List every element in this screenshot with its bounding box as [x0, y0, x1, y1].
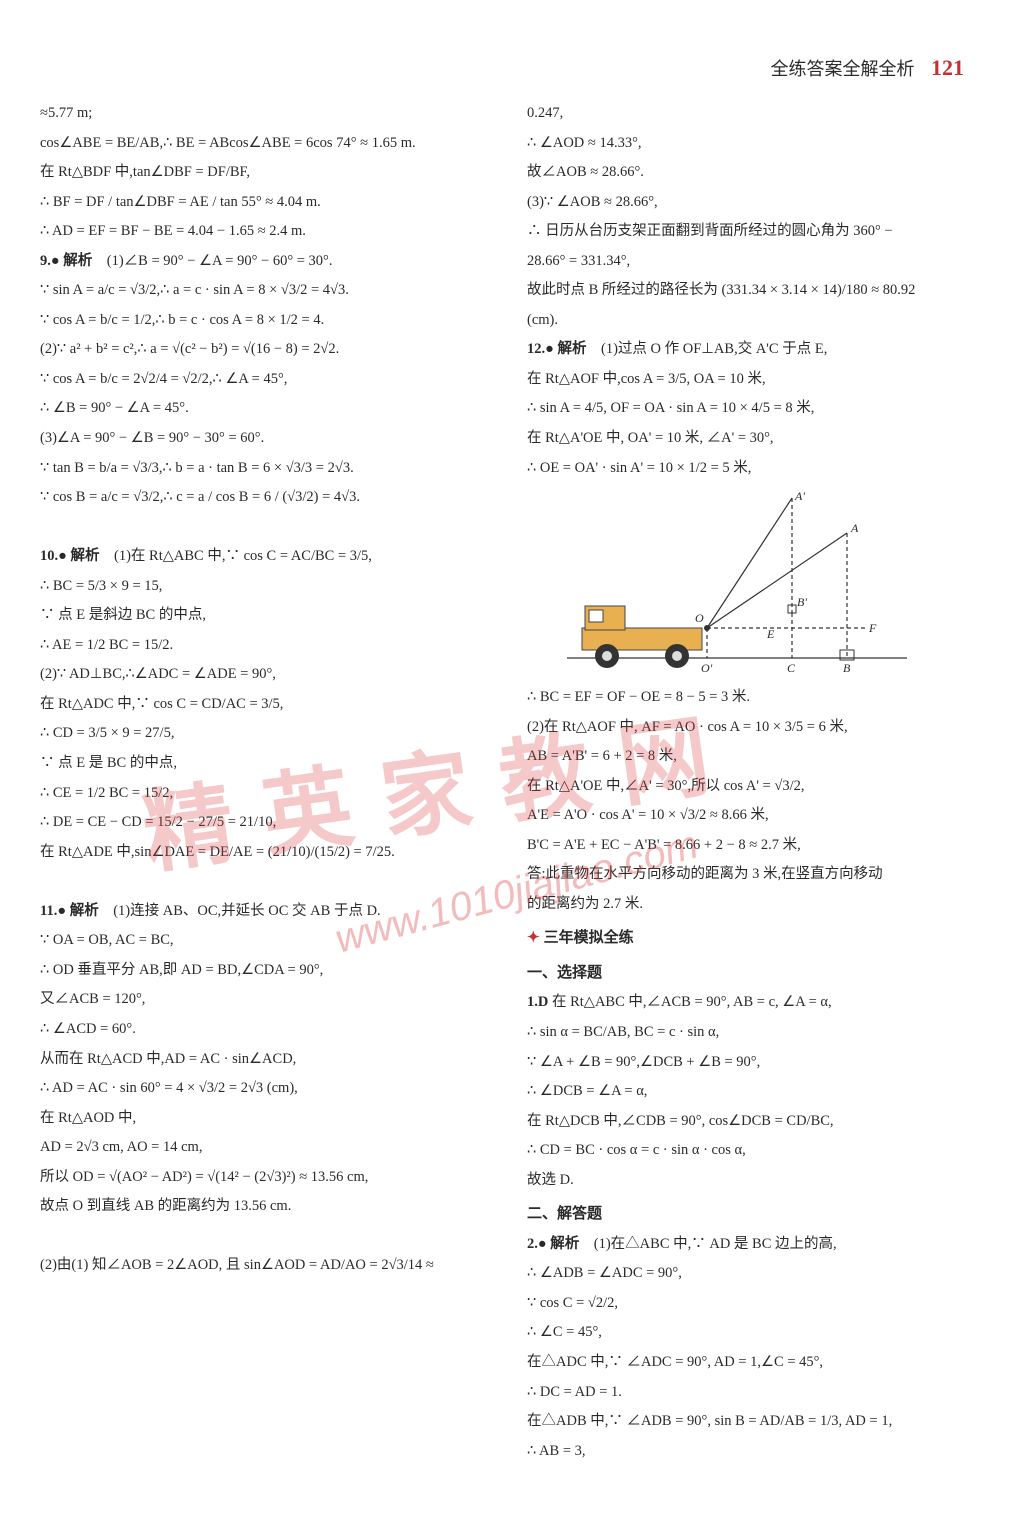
- left-line: 在 Rt△ADE 中,sin∠DAE = DE/AE = (21/10)/(15…: [40, 839, 497, 867]
- subsection-choice: 一、选择题: [527, 959, 984, 988]
- truck-crane-diagram: O O' A A' B B' F E: [567, 488, 984, 678]
- right-b1-line: 在 Rt△DCB 中,∠CDB = 90°, cos∠DCB = CD/BC,: [527, 1108, 984, 1136]
- right-mid-line: 在 Rt△A'OE 中,∠A' = 30°,所以 cos A' = √3/2,: [527, 773, 984, 801]
- diagram-label-Aprime: A': [794, 489, 805, 503]
- diagram-label-E: E: [766, 627, 775, 641]
- header-title: 全练答案全解全析: [771, 59, 915, 79]
- right-top-line: (cm).: [527, 307, 984, 335]
- left-line: ∴ AD = AC · sin 60° = 4 × √3/2 = 2√3 (cm…: [40, 1075, 497, 1103]
- diagram-label-O: O: [695, 611, 704, 625]
- left-line: (3)∠A = 90° − ∠B = 90° − 30° = 60°.: [40, 425, 497, 453]
- left-column: ≈5.77 m;cos∠ABE = BE/AB,∴ BE = ABcos∠ABE…: [40, 100, 497, 1467]
- diagram-label-B: B: [843, 661, 851, 675]
- left-line: ∴ CD = 3/5 × 9 = 27/5,: [40, 720, 497, 748]
- left-line: ∵ 点 E 是斜边 BC 的中点,: [40, 602, 497, 630]
- right-mid-line: (2)在 Rt△AOF 中, AF = AO · cos A = 10 × 3/…: [527, 714, 984, 742]
- right-b2-line: ∵ cos C = √2/2,: [527, 1290, 984, 1318]
- right-b2-line: 2.● 解析 (1)在△ABC 中,∵ AD 是 BC 边上的高,: [527, 1231, 984, 1259]
- right-top-line: 故∠AOB ≈ 28.66°.: [527, 159, 984, 187]
- page-header: 全练答案全解全析 121: [771, 55, 965, 81]
- right-b1-line: ∴ CD = BC · cos α = c · sin α · cos α,: [527, 1137, 984, 1165]
- right-b2-line: ∴ AB = 3,: [527, 1438, 984, 1466]
- left-line: ∵ cos A = b/c = 2√2/4 = √2/2,∴ ∠A = 45°,: [40, 366, 497, 394]
- left-line: ∴ OD 垂直平分 AB,即 AD = BD,∠CDA = 90°,: [40, 957, 497, 985]
- left-line: ∵ cos B = a/c = √3/2,∴ c = a / cos B = 6…: [40, 484, 497, 512]
- left-line: ∴ BC = 5/3 × 9 = 15,: [40, 573, 497, 601]
- right-column: 0.247,∴ ∠AOD ≈ 14.33°,故∠AOB ≈ 28.66°.(3)…: [527, 100, 984, 1467]
- diagram-label-A: A: [850, 521, 859, 535]
- right-mid-line: 的距离约为 2.7 米.: [527, 891, 984, 919]
- left-line: ∴ AE = 1/2 BC = 15/2.: [40, 632, 497, 660]
- right-b1-line: ∴ sin α = BC/AB, BC = c · sin α,: [527, 1019, 984, 1047]
- right-b1-line: 故选 D.: [527, 1167, 984, 1195]
- right-b2-line: 在△ADC 中,∵ ∠ADC = 90°, AD = 1,∠C = 45°,: [527, 1349, 984, 1377]
- left-line: 在 Rt△ADC 中,∵ cos C = CD/AC = 3/5,: [40, 691, 497, 719]
- diagram-label-Bprime: B': [797, 595, 807, 609]
- left-line: 在 Rt△BDF 中,tan∠DBF = DF/BF,: [40, 159, 497, 187]
- right-b2-line: ∴ ∠ADB = ∠ADC = 90°,: [527, 1260, 984, 1288]
- right-top-line: ∴ 日历从台历支架正面翻到背面所经过的圆心角为 360° −: [527, 218, 984, 246]
- left-line: 10.● 解析 (1)在 Rt△ABC 中,∵ cos C = AC/BC = …: [40, 543, 497, 571]
- right-b1-line: ∵ ∠A + ∠B = 90°,∠DCB + ∠B = 90°,: [527, 1049, 984, 1077]
- right-top-line: (3)∵ ∠AOB ≈ 28.66°,: [527, 189, 984, 217]
- left-line: 所以 OD = √(AO² − AD²) = √(14² − (2√3)²) ≈…: [40, 1164, 497, 1192]
- page-number: 121: [931, 55, 964, 80]
- left-line: ∴ ∠B = 90° − ∠A = 45°.: [40, 395, 497, 423]
- diagram-label-Oprime: O': [701, 661, 713, 675]
- right-top-line: 在 Rt△A'OE 中, OA' = 10 米, ∠A' = 30°,: [527, 425, 984, 453]
- right-b1-line: 1.D 在 Rt△ABC 中,∠ACB = 90°, AB = c, ∠A = …: [527, 989, 984, 1017]
- left-line: AD = 2√3 cm, AO = 14 cm,: [40, 1134, 497, 1162]
- left-line: ∵ 点 E 是 BC 的中点,: [40, 750, 497, 778]
- left-line: 9.● 解析 (1)∠B = 90° − ∠A = 90° − 60° = 30…: [40, 248, 497, 276]
- left-line: (2)∵ AD⊥BC,∴∠ADC = ∠ADE = 90°,: [40, 661, 497, 689]
- right-top-line: ∴ OE = OA' · sin A' = 10 × 1/2 = 5 米,: [527, 455, 984, 483]
- left-line: ∵ sin A = a/c = √3/2,∴ a = c · sin A = 8…: [40, 277, 497, 305]
- left-line: 11.● 解析 (1)连接 AB、OC,并延长 OC 交 AB 于点 D.: [40, 898, 497, 926]
- left-line: ∴ DE = CE − CD = 15/2 − 27/5 = 21/10,: [40, 809, 497, 837]
- diagram-label-C: C: [787, 661, 796, 675]
- right-mid-line: A'E = A'O · cos A' = 10 × √3/2 ≈ 8.66 米,: [527, 802, 984, 830]
- diagram-label-F: F: [868, 621, 877, 635]
- right-top-line: 28.66° = 331.34°,: [527, 248, 984, 276]
- right-b2-line: ∴ DC = AD = 1.: [527, 1379, 984, 1407]
- left-line: (2)由(1) 知∠AOB = 2∠AOD, 且 sin∠AOD = AD/AO…: [40, 1252, 497, 1280]
- left-line: ∵ OA = OB, AC = BC,: [40, 927, 497, 955]
- left-line: (2)∵ a² + b² = c²,∴ a = √(c² − b²) = √(1…: [40, 336, 497, 364]
- right-mid-line: ∴ BC = EF = OF − OE = 8 − 5 = 3 米.: [527, 684, 984, 712]
- right-mid-line: AB = A'B' = 6 + 2 = 8 米,: [527, 743, 984, 771]
- left-line: 在 Rt△AOD 中,: [40, 1105, 497, 1133]
- left-line: 故点 O 到直线 AB 的距离约为 13.56 cm.: [40, 1193, 497, 1221]
- left-line: [40, 1223, 497, 1251]
- left-line: ∴ CE = 1/2 BC = 15/2,: [40, 780, 497, 808]
- right-top-line: ∴ sin A = 4/5, OF = OA · sin A = 10 × 4/…: [527, 395, 984, 423]
- right-b2-line: ∴ ∠C = 45°,: [527, 1319, 984, 1347]
- right-top-line: 故此时点 B 所经过的路径长为 (331.34 × 3.14 × 14)/180…: [527, 277, 984, 305]
- left-line: cos∠ABE = BE/AB,∴ BE = ABcos∠ABE = 6cos …: [40, 130, 497, 158]
- left-line: ∵ cos A = b/c = 1/2,∴ b = c · cos A = 8 …: [40, 307, 497, 335]
- left-line: ∴ BF = DF / tan∠DBF = AE / tan 55° ≈ 4.0…: [40, 189, 497, 217]
- subsection-answer: 二、解答题: [527, 1200, 984, 1229]
- left-line: 又∠ACB = 120°,: [40, 986, 497, 1014]
- left-line: 从而在 Rt△ACD 中,AD = AC · sin∠ACD,: [40, 1046, 497, 1074]
- left-line: [40, 514, 497, 542]
- right-b1-line: ∴ ∠DCB = ∠A = α,: [527, 1078, 984, 1106]
- right-b2-line: 在△ADB 中,∵ ∠ADB = 90°, sin B = AD/AB = 1/…: [527, 1408, 984, 1436]
- right-top-line: 0.247,: [527, 100, 984, 128]
- right-mid-line: 答:此重物在水平方向移动的距离为 3 米,在竖直方向移动: [527, 861, 984, 889]
- content-columns: ≈5.77 m;cos∠ABE = BE/AB,∴ BE = ABcos∠ABE…: [40, 100, 984, 1467]
- section-simulation: 三年模拟全练: [527, 924, 984, 953]
- right-top-line: 在 Rt△AOF 中,cos A = 3/5, OA = 10 米,: [527, 366, 984, 394]
- right-top-line: 12.● 解析 (1)过点 O 作 OF⊥AB,交 A'C 于点 E,: [527, 336, 984, 364]
- right-top-line: ∴ ∠AOD ≈ 14.33°,: [527, 130, 984, 158]
- left-line: ∴ ∠ACD = 60°.: [40, 1016, 497, 1044]
- left-line: [40, 868, 497, 896]
- left-line: ≈5.77 m;: [40, 100, 497, 128]
- left-line: ∵ tan B = b/a = √3/3,∴ b = a · tan B = 6…: [40, 455, 497, 483]
- right-mid-line: B'C = A'E + EC − A'B' = 8.66 + 2 − 8 ≈ 2…: [527, 832, 984, 860]
- left-line: ∴ AD = EF = BF − BE = 4.04 − 1.65 ≈ 2.4 …: [40, 218, 497, 246]
